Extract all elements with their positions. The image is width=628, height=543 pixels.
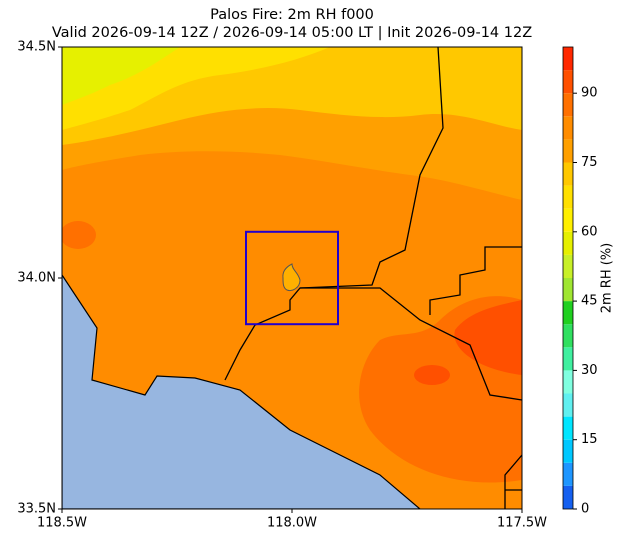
- x-tick-label: 118.0W: [267, 516, 317, 531]
- colorbar-segment: [563, 416, 573, 440]
- map-field: [62, 47, 522, 509]
- colorbar-tick-label: 30: [581, 363, 598, 378]
- rh-field: [414, 365, 450, 385]
- county-border: [429, 246, 522, 315]
- colorbar-segment: [563, 393, 573, 417]
- x-tick-label: 118.5W: [37, 516, 87, 531]
- colorbar-tick-label: 90: [581, 86, 598, 101]
- county-border: [300, 287, 522, 401]
- rh-field: [62, 221, 96, 249]
- colorbar-segment: [563, 254, 573, 278]
- colorbar-segment: [563, 347, 573, 371]
- ocean: [62, 273, 421, 509]
- title: Palos Fire: 2m RH f000: [210, 7, 374, 23]
- colorbar-tick-label: 15: [581, 432, 598, 447]
- colorbar-segment: [563, 139, 573, 163]
- colorbar-tick-label: 45: [581, 294, 598, 309]
- x-tick-label: 117.5W: [497, 516, 547, 531]
- y-tick-label: 34.5N: [17, 40, 56, 55]
- colorbar-segment: [563, 185, 573, 209]
- colorbar-segment: [563, 93, 573, 117]
- colorbar-tick-label: 0: [581, 502, 589, 517]
- colorbar-segment: [563, 370, 573, 394]
- colorbar-segment: [563, 324, 573, 348]
- subtitle: Valid 2026-09-14 12Z / 2026-09-14 05:00 …: [52, 25, 532, 41]
- colorbar-segment: [563, 162, 573, 186]
- colorbar-segment: [563, 70, 573, 94]
- colorbar-frame: [562, 46, 574, 510]
- colorbar-segment: [563, 278, 573, 302]
- fire-box: [245, 230, 339, 326]
- colorbar-tick-label: 75: [581, 155, 598, 170]
- y-tick-label: 34.0N: [17, 271, 56, 286]
- colorbar-tick-label: 60: [581, 224, 598, 239]
- colorbar-segment: [563, 231, 573, 255]
- rh-field: [454, 300, 522, 375]
- rh-field: [62, 47, 180, 105]
- y-tick-label: 33.5N: [17, 502, 56, 517]
- colorbar-segment: [563, 485, 573, 509]
- fire-perimeter: [282, 263, 301, 291]
- colorbar-segment: [563, 439, 573, 463]
- colorbar-segment: [563, 462, 573, 486]
- colorbar-segment: [563, 47, 573, 71]
- county-border: [224, 47, 444, 381]
- colorbar-segment: [563, 208, 573, 232]
- colorbar-segment: [563, 116, 573, 140]
- county-border: [504, 454, 522, 509]
- colorbar-label: 2m RH (%): [600, 243, 615, 314]
- colorbar-segment: [563, 301, 573, 325]
